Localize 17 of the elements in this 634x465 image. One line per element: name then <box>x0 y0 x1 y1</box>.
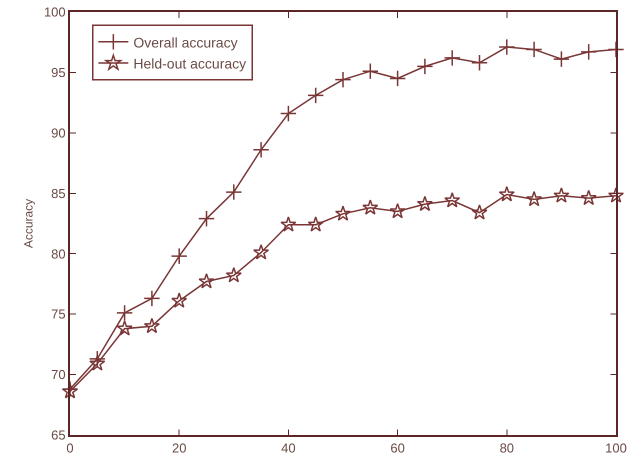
y-tick-label: 100 <box>44 4 66 20</box>
y-tick-label: 90 <box>51 125 66 140</box>
y-tick-label: 70 <box>51 367 66 382</box>
y-axis-title: Accuracy <box>22 198 36 248</box>
x-tick-label: 60 <box>390 440 405 456</box>
x-tick-label: 0 <box>66 440 74 456</box>
y-tick-label: 65 <box>51 428 66 443</box>
y-tick-label: 85 <box>51 186 66 201</box>
y-tick-label: 80 <box>51 246 66 262</box>
x-tick-label: 100 <box>605 440 627 456</box>
legend-label: Overall accuracy <box>133 34 238 50</box>
y-tick-label: 95 <box>51 64 66 80</box>
x-tick-label: 80 <box>500 440 514 456</box>
y-tick-label: 75 <box>51 306 66 322</box>
x-tick-label: 20 <box>172 440 186 456</box>
x-tick-label: 40 <box>281 440 296 456</box>
legend-label: Held-out accuracy <box>133 55 246 72</box>
